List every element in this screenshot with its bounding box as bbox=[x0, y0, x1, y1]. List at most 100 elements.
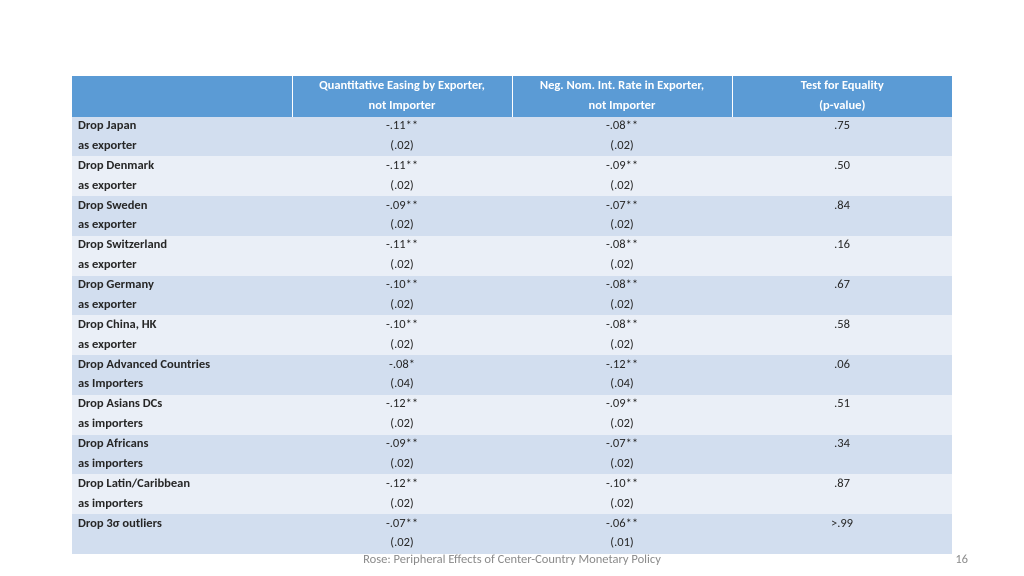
table-row: as exporter(.02)(.02) bbox=[72, 295, 952, 315]
col-header-p-l2: (p-value) bbox=[732, 96, 952, 116]
results-table: Quantitative Easing by Exporter, Neg. No… bbox=[72, 76, 952, 554]
cell-nn-se: (.02) bbox=[512, 256, 732, 276]
cell-qe: -.11** bbox=[292, 117, 512, 137]
col-header-p-l1: Test for Equality bbox=[732, 76, 952, 96]
cell-p-blank bbox=[732, 415, 952, 435]
row-label: Drop Denmark bbox=[72, 156, 292, 176]
row-label-sub: as exporter bbox=[72, 335, 292, 355]
col-header-qe-l1: Quantitative Easing by Exporter, bbox=[292, 76, 512, 96]
table-row: as Importers(.04)(.04) bbox=[72, 375, 952, 395]
cell-p: .34 bbox=[732, 435, 952, 455]
cell-p-blank bbox=[732, 216, 952, 236]
cell-qe: -.08* bbox=[292, 355, 512, 375]
cell-qe: -.10** bbox=[292, 315, 512, 335]
cell-nn-se: (.02) bbox=[512, 176, 732, 196]
cell-qe: -.12** bbox=[292, 474, 512, 494]
row-label: Drop Switzerland bbox=[72, 236, 292, 256]
col-header-nn-l2: not Importer bbox=[512, 96, 732, 116]
cell-nn: -.10** bbox=[512, 474, 732, 494]
col-header-blank2 bbox=[72, 96, 292, 116]
cell-p: .51 bbox=[732, 395, 952, 415]
cell-qe-se: (.02) bbox=[292, 335, 512, 355]
cell-p-blank bbox=[732, 136, 952, 156]
cell-p-blank bbox=[732, 256, 952, 276]
table-row: Drop Sweden-.09**-.07**.84 bbox=[72, 196, 952, 216]
row-label-sub: as exporter bbox=[72, 295, 292, 315]
cell-p: .67 bbox=[732, 276, 952, 296]
table-row: Drop Advanced Countries-.08*-.12**.06 bbox=[72, 355, 952, 375]
cell-nn: -.08** bbox=[512, 117, 732, 137]
row-label: Drop Advanced Countries bbox=[72, 355, 292, 375]
cell-nn: -.12** bbox=[512, 355, 732, 375]
table-row: as exporter(.02)(.02) bbox=[72, 176, 952, 196]
row-label: Drop Germany bbox=[72, 276, 292, 296]
cell-p: .87 bbox=[732, 474, 952, 494]
table-row: Drop Africans-.09**-.07**.34 bbox=[72, 435, 952, 455]
table-row: as exporter(.02)(.02) bbox=[72, 136, 952, 156]
cell-nn: -.06** bbox=[512, 514, 732, 534]
row-label: Drop Africans bbox=[72, 435, 292, 455]
row-label-sub: as importers bbox=[72, 494, 292, 514]
row-label: Drop Sweden bbox=[72, 196, 292, 216]
table-row: Drop China, HK-.10**-.08**.58 bbox=[72, 315, 952, 335]
header-row-2: not Importer not Importer (p-value) bbox=[72, 96, 952, 116]
cell-p: .50 bbox=[732, 156, 952, 176]
cell-p: .06 bbox=[732, 355, 952, 375]
cell-nn: -.09** bbox=[512, 156, 732, 176]
cell-p-blank bbox=[732, 176, 952, 196]
table-body: Drop Japan-.11**-.08**.75as exporter(.02… bbox=[72, 117, 952, 554]
cell-p-blank bbox=[732, 295, 952, 315]
cell-p: .84 bbox=[732, 196, 952, 216]
cell-qe-se: (.02) bbox=[292, 136, 512, 156]
cell-qe: -.10** bbox=[292, 276, 512, 296]
cell-p-blank bbox=[732, 454, 952, 474]
cell-nn-se: (.02) bbox=[512, 136, 732, 156]
cell-qe-se: (.02) bbox=[292, 216, 512, 236]
cell-qe: -.11** bbox=[292, 236, 512, 256]
results-table-container: Quantitative Easing by Exporter, Neg. No… bbox=[72, 76, 952, 554]
row-label: Drop Japan bbox=[72, 117, 292, 137]
cell-p: .75 bbox=[732, 117, 952, 137]
table-row: Drop Germany-.10**-.08**.67 bbox=[72, 276, 952, 296]
cell-p-blank bbox=[732, 335, 952, 355]
cell-nn-se: (.04) bbox=[512, 375, 732, 395]
cell-qe: -.09** bbox=[292, 196, 512, 216]
table-row: as exporter(.02)(.02) bbox=[72, 216, 952, 236]
cell-p: >.99 bbox=[732, 514, 952, 534]
row-label: Drop 3σ outliers bbox=[72, 514, 292, 534]
table-row: Drop Japan-.11**-.08**.75 bbox=[72, 117, 952, 137]
cell-qe-se: (.04) bbox=[292, 375, 512, 395]
cell-p-blank bbox=[732, 494, 952, 514]
cell-nn-se: (.02) bbox=[512, 494, 732, 514]
row-label-sub: as exporter bbox=[72, 256, 292, 276]
row-label: Drop China, HK bbox=[72, 315, 292, 335]
col-header-nn-l1: Neg. Nom. Int. Rate in Exporter, bbox=[512, 76, 732, 96]
cell-qe-se: (.02) bbox=[292, 176, 512, 196]
col-header-qe-l2: not Importer bbox=[292, 96, 512, 116]
cell-p-blank bbox=[732, 375, 952, 395]
row-label-sub bbox=[72, 534, 292, 554]
header-row-1: Quantitative Easing by Exporter, Neg. No… bbox=[72, 76, 952, 96]
cell-qe: -.11** bbox=[292, 156, 512, 176]
row-label: Drop Asians DCs bbox=[72, 395, 292, 415]
table-row: Drop 3σ outliers-.07**-.06**>.99 bbox=[72, 514, 952, 534]
row-label: Drop Latin/Caribbean bbox=[72, 474, 292, 494]
cell-nn-se: (.01) bbox=[512, 534, 732, 554]
cell-qe-se: (.02) bbox=[292, 415, 512, 435]
cell-nn-se: (.02) bbox=[512, 454, 732, 474]
cell-nn: -.08** bbox=[512, 276, 732, 296]
table-row: Drop Latin/Caribbean-.12**-.10**.87 bbox=[72, 474, 952, 494]
table-row: Drop Switzerland-.11**-.08**.16 bbox=[72, 236, 952, 256]
cell-nn-se: (.02) bbox=[512, 335, 732, 355]
cell-qe-se: (.02) bbox=[292, 534, 512, 554]
cell-qe: -.12** bbox=[292, 395, 512, 415]
cell-qe: -.09** bbox=[292, 435, 512, 455]
footer-page-number: 16 bbox=[955, 552, 968, 567]
cell-nn-se: (.02) bbox=[512, 216, 732, 236]
cell-nn-se: (.02) bbox=[512, 295, 732, 315]
cell-nn: -.09** bbox=[512, 395, 732, 415]
table-row: as importers(.02)(.02) bbox=[72, 415, 952, 435]
cell-nn: -.08** bbox=[512, 315, 732, 335]
cell-qe-se: (.02) bbox=[292, 454, 512, 474]
cell-p: .58 bbox=[732, 315, 952, 335]
